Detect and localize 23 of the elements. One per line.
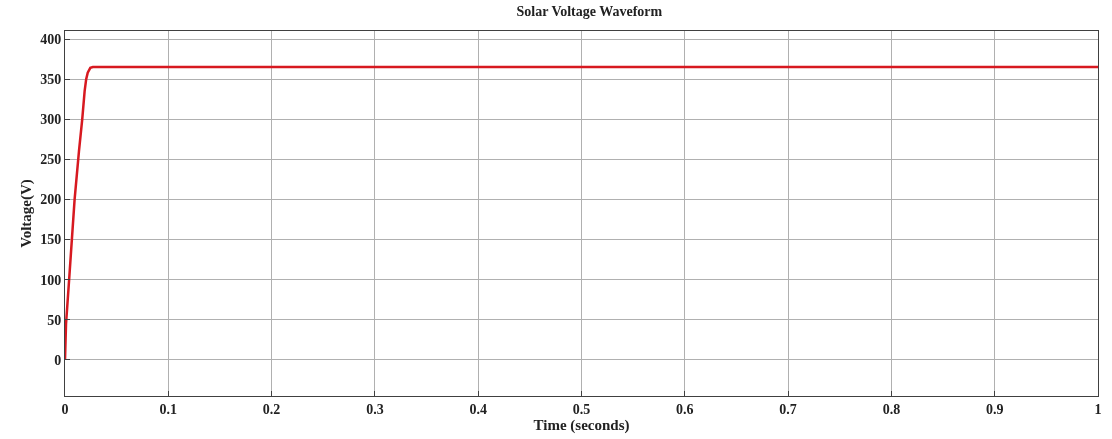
x-tick-label: 0.1: [159, 401, 178, 417]
x-tick-label: 0.7: [779, 401, 797, 417]
x-tick-label: 0.3: [366, 401, 384, 417]
y-tick-label: 100: [40, 272, 62, 288]
x-tick-label: 0.4: [469, 401, 487, 417]
y-tick-label: 0: [54, 352, 62, 368]
x-tick-label: 0.8: [882, 401, 901, 417]
x-tick-label: 0.6: [676, 401, 694, 417]
y-tick-label: 250: [40, 152, 62, 168]
x-axis-title: Time (seconds): [533, 416, 630, 434]
line-series: [65, 65, 1098, 362]
y-tick-label: 300: [40, 112, 62, 128]
y-tick-label: 150: [40, 232, 62, 248]
y-axis-title: Voltage(V): [18, 179, 36, 248]
y-tick-label: 400: [40, 31, 62, 47]
x-tick-label: 0.5: [572, 401, 591, 417]
x-tick-label: 1: [1094, 401, 1102, 417]
y-tick-label: 350: [40, 72, 62, 88]
chart-title: Solar Voltage Waveform: [516, 4, 663, 20]
y-tick-label: 50: [47, 312, 62, 328]
y-tick-label: 200: [40, 192, 62, 208]
x-tick-label: 0.2: [262, 401, 281, 417]
x-tick-label: 0.9: [985, 401, 1004, 417]
